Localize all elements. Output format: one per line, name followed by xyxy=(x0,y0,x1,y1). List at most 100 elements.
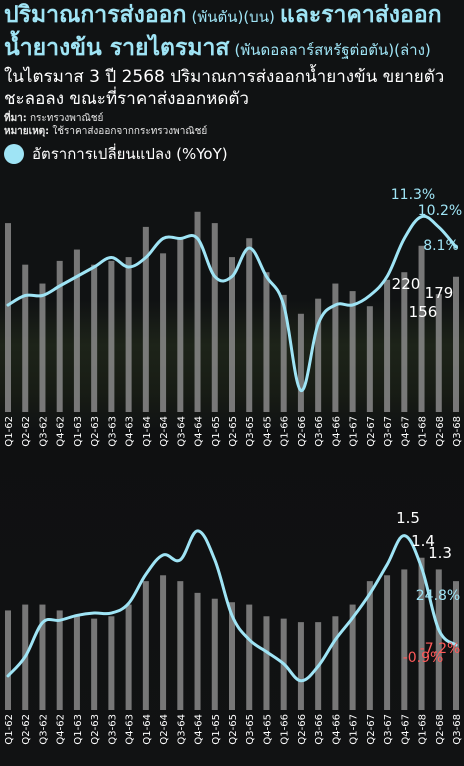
bar-Q3-63 xyxy=(108,260,115,412)
tick-label-Q1-62: Q1-62 xyxy=(4,416,15,447)
tick-label-Q4-63: Q4-63 xyxy=(125,714,136,745)
note-line: หมายเหตุ: ใช้ราคาส่งออกจากกระทรวงพาณิชย์ xyxy=(4,124,207,139)
bar-Q3-66 xyxy=(315,298,322,412)
tick-label-Q1-65: Q1-65 xyxy=(211,714,222,745)
tick-label-Q4-63: Q4-63 xyxy=(125,416,136,447)
data-label-line_Q3-68: -7.2% xyxy=(420,641,461,657)
tick-label-Q3-64: Q3-64 xyxy=(176,714,187,745)
bar-Q2-63 xyxy=(91,264,98,412)
bar-Q1-68 xyxy=(418,245,425,412)
title-main-1: ปริมาณการส่งออก xyxy=(4,2,187,28)
bar-Q3-64 xyxy=(177,581,184,710)
bar-Q4-65 xyxy=(263,616,270,710)
bar-Q4-64 xyxy=(194,592,201,710)
tick-label-Q3-68: Q3-68 xyxy=(452,416,463,447)
yoy-line xyxy=(6,214,458,393)
tick-label-Q3-62: Q3-62 xyxy=(38,714,49,745)
bar-Q1-64 xyxy=(142,581,149,710)
data-label-line_Q1-68: 24.8% xyxy=(416,588,460,604)
tick-label-Q3-67: Q3-67 xyxy=(383,714,394,745)
tick-label-Q2-68: Q2-68 xyxy=(435,416,446,447)
bar-Q2-66 xyxy=(297,622,304,710)
source-line: ที่มา: กระทรวงพาณิชย์ xyxy=(4,111,103,126)
tick-label-Q2-62: Q2-62 xyxy=(21,714,32,745)
bar-Q3-65 xyxy=(246,604,253,710)
bar-Q1-63 xyxy=(73,249,80,412)
bar-Q1-62 xyxy=(5,610,11,710)
tick-label-Q3-63: Q3-63 xyxy=(107,416,118,447)
bar-Q1-67 xyxy=(349,604,356,710)
data-label-Q2-68: 156 xyxy=(409,303,438,321)
bar-Q4-63 xyxy=(125,604,132,710)
tick-label-Q1-63: Q1-63 xyxy=(73,416,84,447)
tick-label-Q2-66: Q2-66 xyxy=(297,714,308,745)
bar-Q2-66 xyxy=(297,313,304,412)
bar-Q2-63 xyxy=(91,618,98,710)
tick-label-Q3-66: Q3-66 xyxy=(314,416,325,447)
bar-Q4-66 xyxy=(332,283,339,412)
bar-Q3-62 xyxy=(39,604,46,710)
tick-label-Q2-64: Q2-64 xyxy=(159,714,170,745)
tick-label-Q3-65: Q3-65 xyxy=(245,714,256,745)
price-chart: Q1-62 Q2-62 Q3-62 Q4-62 Q1-63 Q2-63 Q3-63 Q4-63… xyxy=(4,509,463,745)
bar-Q2-68 xyxy=(435,569,442,710)
tick-label-Q4-66: Q4-66 xyxy=(331,714,342,745)
tick-label-Q3-62: Q3-62 xyxy=(38,416,49,447)
bar-Q3-67 xyxy=(384,279,391,412)
tick-label-Q1-63: Q1-63 xyxy=(73,714,84,745)
bar-Q4-65 xyxy=(263,272,270,412)
bar-Q2-65 xyxy=(229,602,235,710)
title-sub-1: (พันตัน)(บน) xyxy=(191,8,275,26)
bar-Q1-64 xyxy=(142,226,149,412)
legend: อัตราการเปลี่ยนแปลง (%YoY) xyxy=(4,143,228,165)
bar-Q2-65 xyxy=(229,257,235,412)
tick-label-Q4-64: Q4-64 xyxy=(194,714,205,745)
tick-label-Q1-64: Q1-64 xyxy=(142,416,153,447)
bar-Q4-62 xyxy=(56,610,63,710)
title-main-3: น้ำยางข้น รายไตรมาส xyxy=(4,35,230,61)
bar-Q4-66 xyxy=(332,616,339,710)
tick-label-Q2-67: Q2-67 xyxy=(366,416,377,447)
bar-Q2-68 xyxy=(435,294,442,412)
chart-title: ปริมาณการส่งออก (พันตัน)(บน) และราคาส่งอ… xyxy=(4,0,464,66)
bar-Q2-67 xyxy=(366,581,373,710)
tick-label-Q2-63: Q2-63 xyxy=(90,416,101,447)
bar-Q1-63 xyxy=(73,616,80,710)
tick-label-Q3-67: Q3-67 xyxy=(383,416,394,447)
data-label-line_Q1-68: 11.3% xyxy=(391,187,435,203)
tick-label-Q2-67: Q2-67 xyxy=(366,714,377,745)
tick-label-Q3-65: Q3-65 xyxy=(245,416,256,447)
tick-label-Q1-64: Q1-64 xyxy=(142,714,153,745)
tick-label-Q4-67: Q4-67 xyxy=(400,416,411,447)
source-label: ที่มา: xyxy=(4,113,27,124)
bar-Q1-65 xyxy=(211,223,218,412)
tick-label-Q4-62: Q4-62 xyxy=(56,714,67,745)
data-label-line_Q3-68: 8.1% xyxy=(423,238,459,254)
tick-label-Q4-66: Q4-66 xyxy=(331,416,342,447)
source-value: กระทรวงพาณิชย์ xyxy=(30,113,104,124)
tick-label-Q2-66: Q2-66 xyxy=(297,416,308,447)
bar-Q1-65 xyxy=(211,598,218,710)
bar-Q1-66 xyxy=(280,294,287,412)
tick-label-Q1-67: Q1-67 xyxy=(349,714,360,745)
tick-label-Q4-65: Q4-65 xyxy=(262,714,273,745)
bar-Q2-67 xyxy=(366,306,373,412)
volume-chart: Q1-62 Q2-62 Q3-62 Q4-62 Q1-63 Q2-63 Q3-63 Q4-63… xyxy=(4,187,463,447)
legend-dot-icon xyxy=(4,144,24,164)
tick-label-Q3-68: Q3-68 xyxy=(452,714,463,745)
bar-Q3-67 xyxy=(384,575,391,710)
tick-label-Q1-65: Q1-65 xyxy=(211,416,222,447)
tick-label-Q2-62: Q2-62 xyxy=(21,416,32,447)
bar-Q3-68 xyxy=(453,276,459,412)
bar-Q1-67 xyxy=(349,291,356,412)
yoy-line xyxy=(6,529,458,683)
tick-label-Q2-64: Q2-64 xyxy=(159,416,170,447)
bar-Q4-64 xyxy=(194,211,201,412)
bar-Q2-64 xyxy=(160,253,167,412)
tick-label-Q2-65: Q2-65 xyxy=(228,714,239,745)
title-main-2: และราคาส่งออก xyxy=(279,2,442,28)
tick-label-Q1-67: Q1-67 xyxy=(349,416,360,447)
bar-Q1-68 xyxy=(418,557,425,710)
tick-label-Q2-65: Q2-65 xyxy=(228,416,239,447)
bar-Q1-62 xyxy=(5,223,11,412)
